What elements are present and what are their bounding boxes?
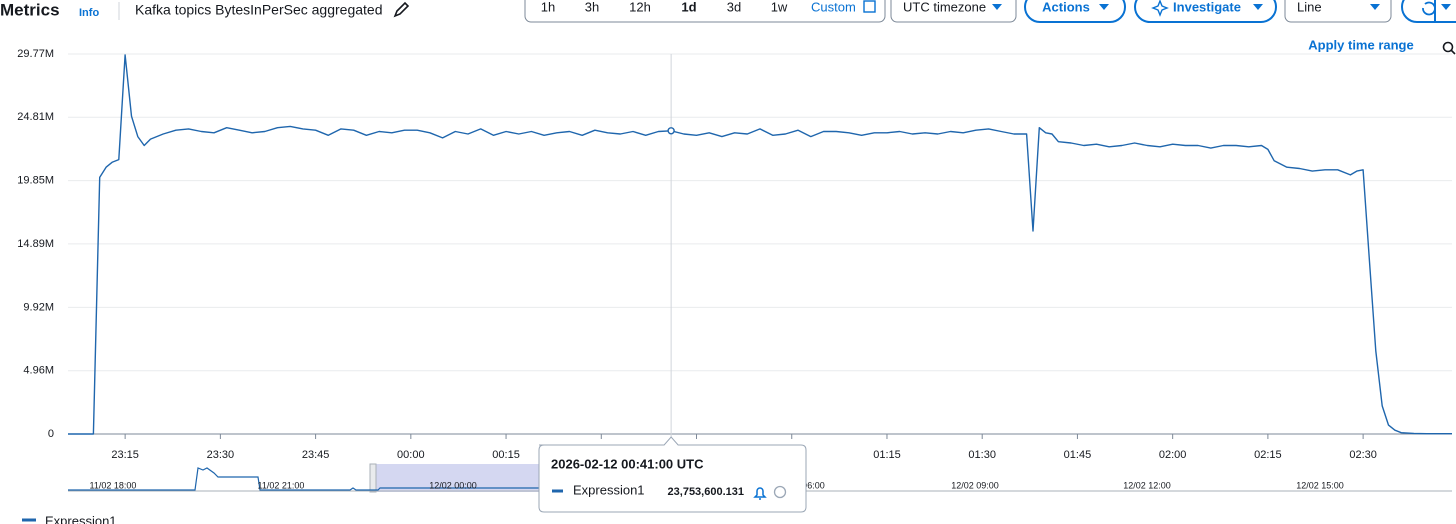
hover-point bbox=[667, 127, 675, 135]
time-range-button[interactable]: 3h bbox=[585, 0, 599, 14]
time-range-button[interactable]: 1d bbox=[681, 0, 696, 14]
minimap-label: 12/02 00:00 bbox=[429, 480, 477, 490]
tooltip-box bbox=[538, 436, 807, 513]
tooltip-value: 23,753,600.131 bbox=[668, 486, 744, 498]
investigate-button[interactable] bbox=[1134, 0, 1277, 23]
legend-label[interactable]: Expression1 bbox=[45, 513, 117, 524]
y-tick-label: 9.92M bbox=[23, 301, 54, 313]
chart-type-select[interactable] bbox=[1284, 0, 1392, 23]
dropdown-arrow bbox=[992, 4, 1002, 10]
time-range-button[interactable]: 3d bbox=[727, 0, 741, 14]
timezone-label: UTC timezone bbox=[903, 0, 986, 14]
minimap-line bbox=[68, 467, 540, 491]
minimap-label: 12/02 09:00 bbox=[951, 480, 999, 490]
page-title: Metrics bbox=[0, 0, 60, 19]
minimap-label: 11/02 21:00 bbox=[258, 480, 305, 490]
x-tick-label: 01:15 bbox=[873, 449, 901, 461]
minimap-handle[interactable] bbox=[369, 463, 377, 493]
timezone-select[interactable] bbox=[890, 0, 1017, 23]
tooltip-time: 2026-02-12 00:41:00 UTC bbox=[551, 456, 704, 471]
minimap-label: 11/02 18:00 bbox=[90, 480, 137, 490]
custom-range[interactable]: Custom bbox=[811, 0, 856, 14]
x-tick-label: 00:00 bbox=[397, 449, 425, 461]
time-range-group bbox=[524, 0, 886, 23]
zoom-icon bbox=[1450, 49, 1456, 55]
y-tick-label: 14.89M bbox=[17, 238, 54, 250]
info-icon[interactable] bbox=[773, 485, 787, 499]
x-tick-label: 00:15 bbox=[492, 449, 520, 461]
info-link[interactable]: Info bbox=[79, 7, 99, 19]
minimap-label: 12/02 12:00 bbox=[1123, 480, 1171, 490]
time-range-button[interactable]: 12h bbox=[629, 0, 651, 14]
zoom-icon[interactable] bbox=[1442, 41, 1454, 53]
sparkle-icon bbox=[1151, 0, 1169, 17]
alarm-icon[interactable] bbox=[753, 487, 767, 500]
dropdown-arrow bbox=[1099, 4, 1109, 10]
x-tick-label: 01:30 bbox=[968, 449, 996, 461]
calendar-icon[interactable] bbox=[863, 0, 876, 13]
x-tick-label: 23:30 bbox=[207, 449, 235, 461]
graph-name: Kafka topics BytesInPerSec aggregated bbox=[135, 2, 382, 18]
x-tick-label: 02:00 bbox=[1159, 449, 1187, 461]
y-tick-label: 24.81M bbox=[17, 111, 54, 123]
y-tick-label: 4.96M bbox=[23, 365, 54, 377]
x-tick-label: 23:45 bbox=[302, 449, 330, 461]
minimap-label: 12/02 15:00 bbox=[1296, 480, 1344, 490]
time-range-button[interactable]: 1w bbox=[771, 0, 788, 14]
x-tick-label: 02:30 bbox=[1349, 449, 1377, 461]
chart-type-label: Line bbox=[1297, 0, 1322, 14]
time-range-button[interactable]: 1h bbox=[541, 0, 555, 14]
apply-time-range[interactable]: Apply time range bbox=[1308, 37, 1413, 52]
actions-label: Actions bbox=[1042, 0, 1090, 14]
y-tick-label: 0 bbox=[48, 428, 54, 440]
y-tick-label: 29.77M bbox=[17, 48, 54, 60]
x-tick-label: 23:15 bbox=[111, 449, 139, 461]
dropdown-arrow bbox=[1253, 4, 1263, 10]
edit-icon[interactable] bbox=[393, 1, 410, 18]
investigate-label: Investigate bbox=[1173, 0, 1241, 14]
dropdown-arrow bbox=[1441, 4, 1451, 10]
series-line bbox=[68, 54, 1452, 435]
x-tick-label: 02:15 bbox=[1254, 449, 1282, 461]
y-tick-label: 19.85M bbox=[17, 175, 54, 187]
tooltip-series: Expression1 bbox=[573, 482, 645, 497]
actions-button[interactable] bbox=[1024, 0, 1126, 23]
dropdown-arrow bbox=[1370, 4, 1380, 10]
x-tick-label: 01:45 bbox=[1064, 449, 1092, 461]
